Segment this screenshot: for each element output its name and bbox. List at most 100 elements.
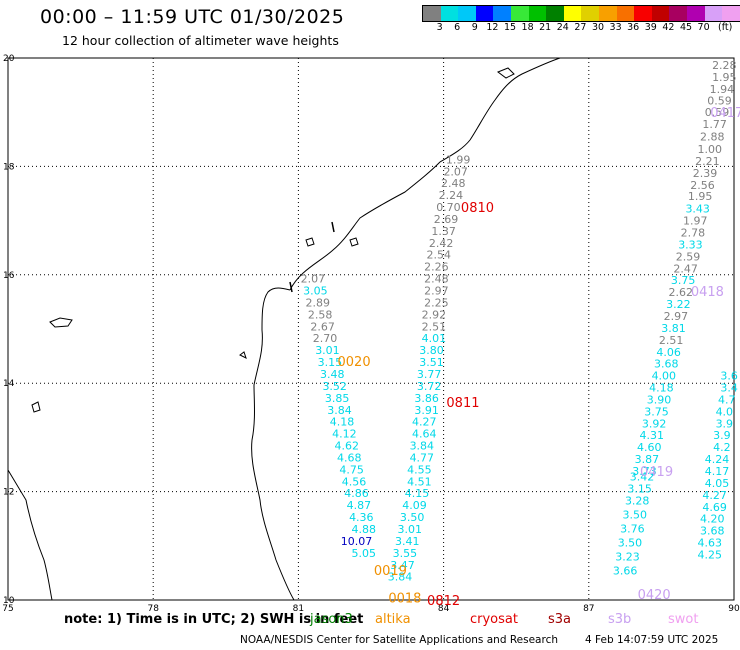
pass-id-label: 0812 [427, 594, 460, 609]
wave-height-value: 3.77 [417, 368, 442, 381]
color-swatch [669, 6, 687, 21]
color-swatch [616, 6, 635, 21]
color-scale-label: 30 [591, 22, 605, 33]
wave-height-value: 4.86 [344, 487, 369, 500]
wave-height-value: 4.88 [351, 523, 376, 536]
color-scale-label: 45 [679, 22, 693, 33]
wave-height-value: 3.15 [318, 356, 343, 369]
coastline [7, 57, 561, 601]
wave-height-value: 3.75 [671, 274, 696, 287]
wave-height-value: 4.64 [412, 428, 437, 441]
footer-date: 4 Feb 14:07:59 UTC 2025 [585, 634, 719, 646]
wave-height-value: 4.55 [407, 463, 432, 476]
wave-height-value: 3.01 [397, 523, 422, 536]
pass-id-label: 0020 [338, 355, 371, 370]
wave-height-value: 3.50 [400, 511, 425, 524]
wave-height-value: 3.22 [666, 298, 691, 311]
pass-id-label: 0019 [374, 564, 407, 579]
legend-entry: swot [668, 612, 699, 627]
wave-height-value: 4.00 [652, 370, 677, 383]
color-scale-label: 33 [609, 22, 622, 33]
wave-height-value: 1.99 [446, 153, 471, 166]
color-swatch [528, 6, 547, 21]
longitude-tick-label: 75 [2, 604, 13, 614]
wave-height-value: 1.95 [688, 190, 713, 203]
latitude-tick-label: 16 [3, 271, 15, 281]
wave-height-value: 4.06 [656, 346, 681, 359]
color-scale-label: 39 [644, 22, 657, 33]
wave-height-value: 3.76 [620, 522, 645, 535]
wave-height-value: 1.37 [431, 225, 456, 238]
wave-height-value: 2.51 [659, 334, 684, 347]
wave-height-value: 0.70 [436, 201, 461, 214]
wave-height-value: 3.47 [390, 559, 415, 572]
color-swatch [458, 6, 476, 21]
color-scale-label: 9 [471, 22, 478, 33]
color-swatch [598, 6, 617, 21]
wave-height-value: 3.01 [315, 344, 340, 357]
legend-entry: cryosat [470, 612, 518, 627]
wave-height-value: 2.48 [441, 177, 466, 190]
wave-height-value: 3.05 [303, 285, 328, 298]
wave-height-value: 4.05 [705, 477, 730, 490]
wave-height-value: 3.51 [419, 356, 444, 369]
wave-height-value: 4.62 [335, 440, 360, 453]
legend-entry: jason3 [310, 612, 353, 627]
wave-height-value: 2.97 [424, 285, 449, 298]
wave-height-value: 4.56 [342, 475, 367, 488]
color-swatch [581, 6, 599, 21]
wave-height-value: 3.90 [647, 393, 672, 406]
wave-height-value: 4.01 [422, 332, 447, 345]
wave-height-value: 3.66 [613, 565, 638, 578]
latitude-tick-label: 14 [3, 379, 15, 389]
wave-height-value: 4.69 [702, 501, 727, 514]
color-swatch [493, 6, 511, 21]
color-scale-label: 70 [697, 22, 710, 33]
wave-height-value: 2.48 [424, 273, 449, 286]
wave-height-values: 2.281.951.940.590.591.772.881.002.212.39… [301, 59, 738, 584]
latitude-tick-label: 20 [3, 54, 15, 64]
wave-height-value: 4.31 [639, 429, 664, 442]
wave-height-value: 2.42 [429, 237, 454, 250]
wave-height-value: 4.60 [637, 441, 662, 454]
wave-height-value: 2.97 [664, 310, 689, 323]
color-scale-label: 24 [556, 22, 569, 33]
color-scale-label: 27 [574, 22, 587, 33]
wave-height-value: 1.97 [683, 215, 708, 228]
wave-height-value: 3.50 [623, 508, 648, 521]
color-swatch [634, 6, 652, 21]
note-text: note: 1) Time is in UTC; 2) SWH is in fe… [64, 612, 364, 627]
wave-height-value: 1.95 [712, 71, 737, 84]
wave-height-value: 3.80 [419, 344, 444, 357]
wave-height-value: 3.4 [720, 382, 738, 395]
wave-height-value: 2.58 [308, 308, 333, 321]
wave-height-value: 4.17 [705, 465, 730, 478]
wave-height-value: 4.15 [405, 487, 430, 500]
wave-height-value: 2.26 [424, 261, 449, 274]
pass-id-label: 0418 [691, 285, 724, 300]
wave-height-value: 3.42 [630, 470, 655, 483]
wave-height-value: 3.68 [700, 525, 725, 538]
color-scale-label: 18 [521, 22, 534, 33]
wave-height-value: 5.05 [351, 547, 376, 560]
axis-tick-labels: 75 78 81 84 87 90 20 18 16 14 12 10 [2, 54, 740, 614]
wave-height-value: 4.77 [410, 451, 435, 464]
wave-height-value: 2.24 [439, 189, 464, 202]
legend-entry: s3b [608, 612, 632, 627]
wave-height-value: 4.25 [698, 548, 723, 561]
wave-height-value: 3.52 [322, 380, 347, 393]
pass-id-label: 0417 [710, 106, 740, 121]
wave-height-value: 3.23 [615, 551, 640, 564]
map-grid [7, 57, 735, 601]
wave-height-value: 3.68 [654, 358, 679, 371]
color-swatch [475, 6, 494, 21]
wave-height-value: 3.85 [325, 392, 350, 405]
wave-height-value: 4.2 [713, 441, 731, 454]
wave-height-value: 3.33 [678, 238, 703, 251]
legend-entry: altika [375, 612, 411, 627]
color-scale-label: 15 [503, 22, 517, 33]
wave-height-value: 4.27 [412, 416, 437, 429]
color-swatch [563, 6, 582, 21]
wave-height-value: 3.84 [327, 404, 352, 417]
longitude-tick-label: 81 [293, 604, 304, 614]
